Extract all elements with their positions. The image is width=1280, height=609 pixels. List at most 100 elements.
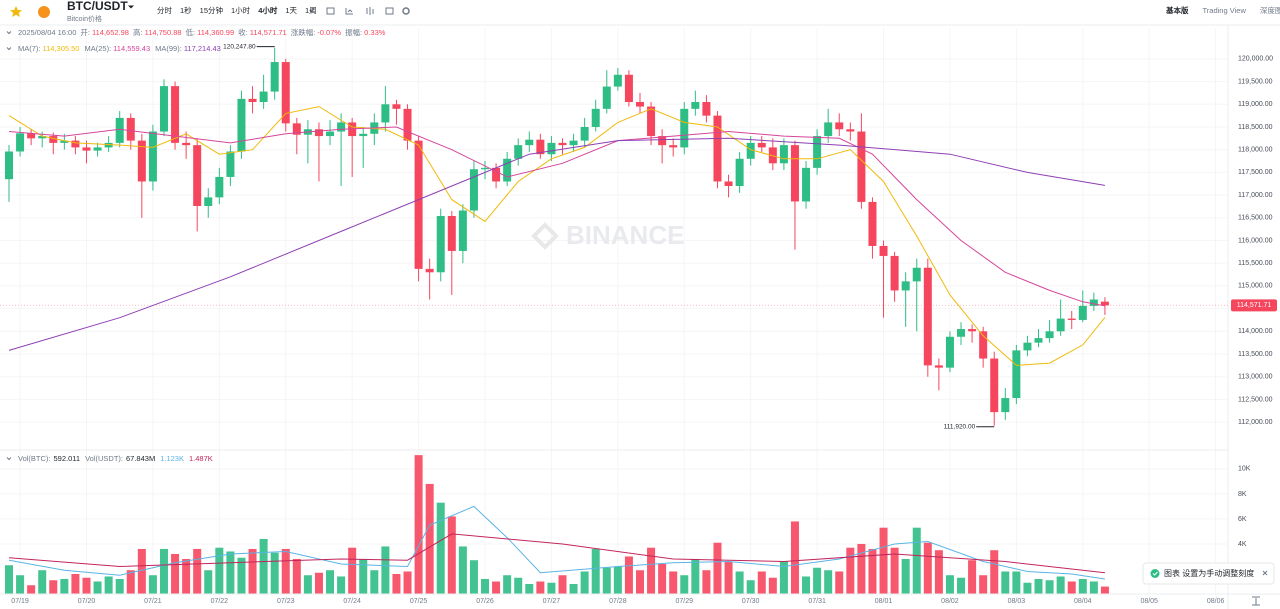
volume-bar bbox=[680, 575, 689, 594]
volume-bar bbox=[348, 547, 357, 594]
candle-body bbox=[126, 117, 135, 141]
candle-body bbox=[658, 136, 667, 146]
volume-bar bbox=[1012, 571, 1021, 594]
volume-bar bbox=[193, 548, 202, 594]
volume-bar bbox=[934, 550, 943, 594]
volume-bar bbox=[171, 553, 180, 594]
settings-icon[interactable] bbox=[402, 7, 410, 15]
candle-body bbox=[802, 167, 811, 202]
volume-bar bbox=[912, 527, 921, 594]
volume-bar bbox=[691, 558, 700, 594]
volume-bar bbox=[270, 552, 279, 594]
view-tab[interactable]: 深度图 bbox=[1260, 5, 1280, 15]
volume-bar bbox=[602, 567, 611, 594]
candle-body bbox=[868, 201, 877, 246]
candle-body bbox=[481, 167, 490, 170]
interval-button[interactable]: 分时 bbox=[157, 5, 172, 15]
volume-bar bbox=[990, 550, 999, 594]
info-value: 114,750.88 bbox=[145, 28, 182, 37]
volume-bar bbox=[71, 573, 80, 594]
candle-body bbox=[71, 140, 80, 148]
volume-bar bbox=[768, 577, 777, 594]
candle-body bbox=[93, 147, 102, 151]
volume-bar bbox=[469, 560, 478, 594]
candle-body bbox=[1056, 318, 1065, 332]
interval-button[interactable]: 1天 bbox=[285, 6, 297, 15]
candle-body bbox=[558, 142, 567, 146]
ma-legend: MA(7): 114,305.50 MA(25): 114,559.43 MA(99):… bbox=[18, 44, 221, 53]
candle-body bbox=[1001, 398, 1010, 413]
candle-body bbox=[171, 86, 180, 143]
candle-body bbox=[148, 131, 157, 182]
x-tick-label: 07/27 bbox=[543, 598, 561, 605]
view-tab[interactable]: Trading View bbox=[1203, 6, 1247, 15]
volume-bar bbox=[702, 570, 711, 594]
candle-body bbox=[193, 145, 202, 206]
candle-body bbox=[226, 151, 235, 177]
watermark: BINANCE bbox=[531, 220, 684, 250]
candle-body bbox=[746, 142, 755, 159]
x-tick-label: 07/28 bbox=[609, 598, 627, 605]
draw-icon[interactable] bbox=[345, 8, 353, 15]
more-intervals[interactable] bbox=[309, 10, 314, 13]
view-tab[interactable]: 基本版 bbox=[1165, 5, 1189, 15]
candle-body bbox=[591, 108, 600, 127]
candle-body bbox=[337, 122, 346, 132]
symbol[interactable]: BTC/USDT bbox=[67, 0, 128, 13]
volume-bar bbox=[923, 542, 932, 594]
layout-icon[interactable] bbox=[385, 7, 394, 15]
volume-bar bbox=[735, 571, 744, 594]
ma-line bbox=[8, 106, 1106, 366]
info-value: -0.07% bbox=[317, 28, 341, 37]
x-tick-label: 07/31 bbox=[808, 598, 826, 605]
ohlc-info: 2025/08/04 16:00 开: 114,652.98 高: 114,750.88… bbox=[18, 27, 386, 37]
symbol-dropdown[interactable] bbox=[128, 5, 134, 9]
volume-bar bbox=[49, 580, 58, 594]
volume-bar bbox=[713, 542, 722, 594]
candle-body bbox=[779, 145, 788, 164]
interval-button[interactable]: 1小时 bbox=[231, 5, 251, 15]
candle-body bbox=[248, 98, 257, 103]
candle-body bbox=[27, 133, 36, 139]
volume-bar bbox=[724, 561, 733, 594]
toast-text: 图表 设置为手动调整刻度 bbox=[1164, 568, 1254, 578]
scale-reset-icon[interactable] bbox=[1252, 596, 1260, 606]
volume-ma-line bbox=[8, 505, 1105, 580]
interval-button[interactable]: 1秒 bbox=[180, 5, 192, 15]
volume-bar bbox=[957, 577, 966, 594]
volume-bar bbox=[425, 483, 434, 594]
volume-bar bbox=[237, 557, 246, 594]
candle-body bbox=[137, 140, 146, 182]
volume-bar bbox=[16, 575, 25, 594]
candle-body bbox=[536, 139, 545, 155]
x-tick-label: 08/02 bbox=[941, 598, 959, 605]
interval-button[interactable]: 15分钟 bbox=[200, 5, 224, 15]
volume-bar bbox=[93, 581, 102, 594]
x-tick-label: 07/21 bbox=[144, 598, 162, 605]
y-tick-label: 116,500.00 bbox=[1238, 215, 1273, 222]
volume-bar bbox=[802, 576, 811, 594]
candle-body bbox=[680, 108, 689, 148]
candle-body bbox=[60, 140, 69, 143]
vol-value: 592.011 bbox=[54, 454, 81, 463]
volume-bar bbox=[547, 582, 556, 594]
volume-bar bbox=[126, 570, 135, 594]
candle-body bbox=[669, 145, 678, 148]
candle-body bbox=[1045, 331, 1054, 339]
volume-bar bbox=[281, 548, 290, 594]
interval-button[interactable]: 1周 bbox=[305, 6, 317, 15]
candle-body bbox=[281, 62, 290, 124]
y-tick-label: 4K bbox=[1238, 541, 1247, 548]
x-tick-label: 08/03 bbox=[1008, 598, 1026, 605]
candle-body bbox=[790, 145, 799, 202]
candle-body bbox=[647, 106, 656, 137]
interval-button[interactable]: 4小时 bbox=[258, 5, 278, 15]
candle-body bbox=[735, 158, 744, 187]
y-tick-label: 112,000.00 bbox=[1238, 419, 1273, 426]
candle-icon[interactable] bbox=[366, 7, 374, 15]
toast-close[interactable] bbox=[1262, 570, 1268, 576]
favorite-star[interactable] bbox=[10, 6, 22, 17]
x-tick-label: 07/24 bbox=[343, 598, 361, 605]
indicator-icon[interactable] bbox=[326, 7, 335, 15]
